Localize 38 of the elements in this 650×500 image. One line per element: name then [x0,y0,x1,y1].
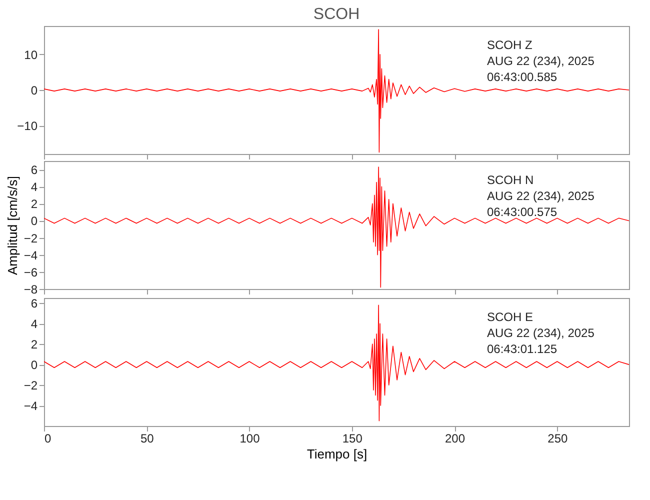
y-tick-label: 6 [30,296,38,311]
annotation: AUG 22 (234), 2025 [487,189,595,203]
x-tick-label: 200 [445,432,466,446]
y-tick-label: 0 [30,214,38,228]
y-tick-label: 6 [30,163,38,178]
annotation: SCOH Z [487,38,532,52]
annotation: 06:43:00.575 [487,205,558,219]
annotation: AUG 22 (234), 2025 [487,326,595,340]
y-tick-label: −4 [24,248,38,262]
x-tick-label: 0 [44,432,52,446]
line-series [44,166,629,288]
x-tick-label: 100 [240,432,260,446]
y-tick-label: −10 [17,119,38,134]
x-axis-title: Tiempo [s] [306,446,368,462]
y-axis-title: Amplitud [cm/s/s] [4,176,20,275]
chart-title: SCOH [313,6,360,23]
annotation: AUG 22 (234), 2025 [487,54,595,68]
y-tick-label: 2 [30,338,38,352]
x-tick-label: 50 [140,432,154,446]
y-tick-label: 4 [30,180,38,194]
y-tick-label: −2 [24,378,38,393]
y-tick-label: −2 [24,231,38,246]
annotation: 06:43:01.125 [487,342,558,356]
y-tick-label: 4 [30,317,38,332]
y-tick-label: 10 [24,48,38,62]
x-tick-label: 250 [548,432,568,446]
y-tick-label: 0 [30,84,38,98]
line-series [44,304,629,422]
annotation: SCOH E [487,310,534,324]
y-tick-label: −6 [24,265,38,280]
line-series [44,29,629,153]
annotation: 06:43:00.585 [487,70,558,84]
y-tick-label: −4 [24,399,38,414]
y-tick-label: 2 [30,197,38,212]
x-tick-label: 150 [342,432,363,446]
annotation: SCOH N [487,173,534,187]
y-tick-label: −8 [24,282,38,296]
y-tick-label: 0 [30,358,38,372]
